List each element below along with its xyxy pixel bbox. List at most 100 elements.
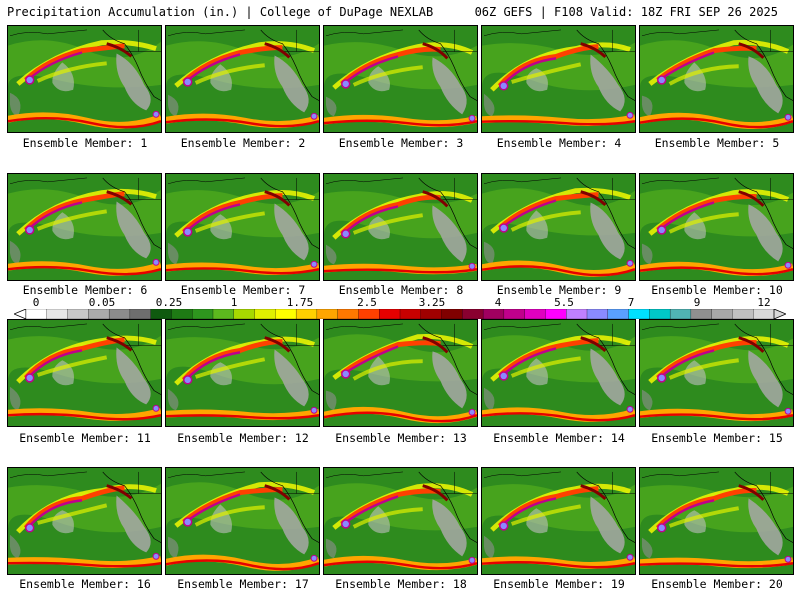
precip-map-graphic [8,468,161,574]
ensemble-member-map [165,25,320,133]
ensemble-member-label: Ensemble Member: 11 [19,431,151,445]
legend-color-swatch [545,309,567,319]
legend-color-swatch [171,309,193,319]
ensemble-member-label: Ensemble Member: 14 [493,431,625,445]
ensemble-member-map [7,467,162,575]
precip-map-graphic [324,174,477,280]
legend-tick-label: 2.5 [357,296,377,309]
legend-color-swatch [295,309,318,319]
legend-color-swatch [233,309,256,319]
legend-color-swatch [586,309,609,319]
legend-color-swatch [67,309,89,319]
legend-color-swatch [732,309,754,319]
ensemble-member-map [639,467,794,575]
legend-color-swatch [524,309,546,319]
ensemble-member-label: Ensemble Member: 1 [22,136,148,150]
legend-tick-label: 1.75 [286,296,314,309]
ensemble-member-map [639,319,794,427]
ensemble-member-label: Ensemble Member: 20 [651,577,783,591]
legend-color-swatch [358,309,380,319]
legend-color-swatch [690,309,713,319]
ensemble-member-map [323,25,478,133]
ensemble-member-label: Ensemble Member: 3 [338,136,464,150]
ensemble-member-map [7,25,162,133]
legend-overflow-arrow [773,309,786,319]
precip-map-graphic [166,174,319,280]
precip-color-legend: 0 0.05 0.25 1 1.75 2.5 3.25 4 5.5 7 9 12 [14,297,786,319]
ensemble-member-label: Ensemble Member: 2 [180,136,306,150]
precip-map-graphic [8,174,161,280]
legend-color-swatch [316,309,339,319]
legend-color-swatch [254,309,276,319]
ensemble-member-map [323,467,478,575]
legend-color-swatch [669,309,692,319]
legend-color-swatch [150,309,172,319]
legend-color-swatch [46,309,69,319]
ensemble-member-label: Ensemble Member: 8 [338,283,464,297]
ensemble-member-label: Ensemble Member: 9 [496,283,622,297]
ensemble-member-label: Ensemble Member: 16 [19,577,151,591]
legend-tick-label: 5.5 [554,296,574,309]
map-title: Precipitation Accumulation (in.) | Colle… [7,5,434,19]
precip-map-graphic [166,468,319,574]
ensemble-member-label: Ensemble Member: 19 [493,577,625,591]
precip-map-graphic [324,320,477,426]
legend-colorbar [14,309,786,319]
ensemble-member-label: Ensemble Member: 17 [177,577,309,591]
ensemble-member-map [639,173,794,281]
ensemble-member-label: Ensemble Member: 15 [651,431,783,445]
ensemble-member-map [323,319,478,427]
precip-map-graphic [482,320,635,426]
legend-color-swatch [337,309,359,319]
precip-map-graphic [324,26,477,132]
legend-tick-label: 0.05 [88,296,116,309]
legend-tick-label: 9 [693,296,701,309]
precip-map-graphic [8,320,161,426]
legend-color-swatch [482,309,505,319]
ensemble-member-label: Ensemble Member: 18 [335,577,467,591]
precip-map-graphic [640,26,793,132]
legend-color-swatch [462,309,484,319]
precip-map-graphic [324,468,477,574]
legend-color-swatch [108,309,131,319]
precip-map-graphic [482,26,635,132]
precip-map-graphic [482,174,635,280]
precip-map-graphic [8,26,161,132]
precip-map-graphic [640,468,793,574]
legend-color-swatch [753,309,775,319]
legend-color-swatch [192,309,214,319]
legend-color-swatch [212,309,235,319]
legend-color-swatch [607,309,630,319]
legend-color-swatch [379,309,401,319]
legend-tick-label: 0 [32,296,40,309]
ensemble-member-map [7,319,162,427]
ensemble-member-map [165,467,320,575]
ensemble-member-label: Ensemble Member: 12 [177,431,309,445]
ensemble-member-label: Ensemble Member: 5 [654,136,780,150]
precip-map-graphic [640,320,793,426]
legend-tick-label: 1 [230,296,238,309]
legend-color-swatch [628,309,650,319]
ensemble-member-map [481,319,636,427]
ensemble-member-label: Ensemble Member: 4 [496,136,622,150]
legend-color-swatch [25,309,48,319]
precip-map-graphic [640,174,793,280]
legend-tick-label: 7 [627,296,635,309]
ensemble-member-map [7,173,162,281]
ensemble-member-map [165,173,320,281]
precip-map-graphic [166,320,319,426]
ensemble-member-map [323,173,478,281]
model-run-info: 06Z GEFS | F108 Valid: 18Z FRI SEP 26 20… [474,5,778,19]
legend-color-swatch [275,309,297,319]
legend-tick-label: 0.25 [155,296,183,309]
ensemble-member-map [481,25,636,133]
ensemble-member-map [639,25,794,133]
ensemble-member-label: Ensemble Member: 7 [180,283,306,297]
precip-map-graphic [482,468,635,574]
legend-color-swatch [566,309,588,319]
legend-color-swatch [88,309,110,319]
ensemble-member-map [481,173,636,281]
ensemble-member-map [165,319,320,427]
ensemble-member-label: Ensemble Member: 6 [22,283,148,297]
ensemble-member-label: Ensemble Member: 13 [335,431,467,445]
